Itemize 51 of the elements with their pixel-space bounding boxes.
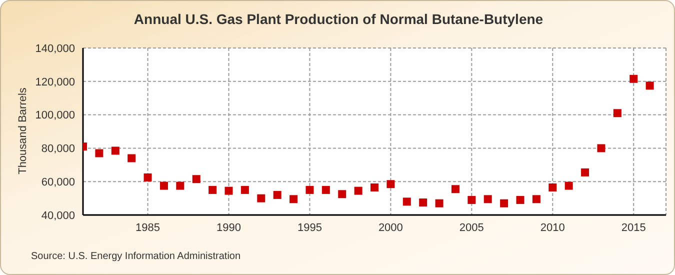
point	[370, 183, 378, 192]
point	[144, 173, 152, 182]
point	[354, 186, 362, 195]
point	[208, 186, 217, 194]
point	[613, 109, 622, 118]
chart-title: Annual U.S. Gas Plant Production of Normal Butane-Butylene	[132, 11, 544, 27]
point	[548, 183, 557, 192]
x-tick-label: 2000	[378, 222, 403, 234]
point	[95, 149, 104, 158]
y-tick-label: 60,000	[41, 176, 75, 189]
point	[160, 182, 168, 190]
y-tick-label: 80,000	[41, 143, 75, 156]
point	[500, 199, 508, 208]
point	[338, 190, 346, 198]
x-tick-label: 1990	[216, 222, 241, 234]
y-axis-title: Thousand Barrels	[17, 88, 29, 174]
y-tick-label: 100,000	[35, 110, 75, 122]
point	[419, 198, 428, 206]
point	[402, 198, 411, 206]
x-tick-label: 1995	[297, 222, 322, 234]
point	[597, 144, 606, 152]
point	[516, 196, 524, 204]
point	[386, 180, 395, 188]
point	[435, 199, 444, 208]
point	[564, 182, 573, 190]
point	[306, 186, 314, 194]
point	[111, 146, 120, 155]
point	[192, 175, 200, 184]
source-note: Source: U.S. Energy Information Administration	[31, 251, 241, 262]
x-tick-label: 2005	[459, 222, 484, 234]
y-tick-label: 40,000	[41, 210, 75, 222]
point	[257, 194, 266, 202]
point	[128, 154, 136, 162]
point	[581, 168, 590, 176]
point	[290, 195, 298, 204]
point	[532, 195, 540, 204]
point	[484, 195, 492, 204]
point	[630, 74, 638, 83]
point	[273, 190, 282, 199]
y-tick-label: 120,000	[35, 76, 75, 88]
y-tick-label: 140,000	[35, 42, 75, 55]
point	[224, 186, 233, 195]
point	[451, 185, 460, 194]
point	[176, 182, 184, 190]
x-tick-label: 2010	[540, 222, 565, 234]
x-tick-label: 1985	[136, 222, 160, 234]
point	[468, 196, 476, 204]
point	[322, 186, 330, 194]
point	[646, 82, 654, 90]
point	[240, 186, 249, 194]
x-tick-label: 2015	[621, 222, 646, 234]
